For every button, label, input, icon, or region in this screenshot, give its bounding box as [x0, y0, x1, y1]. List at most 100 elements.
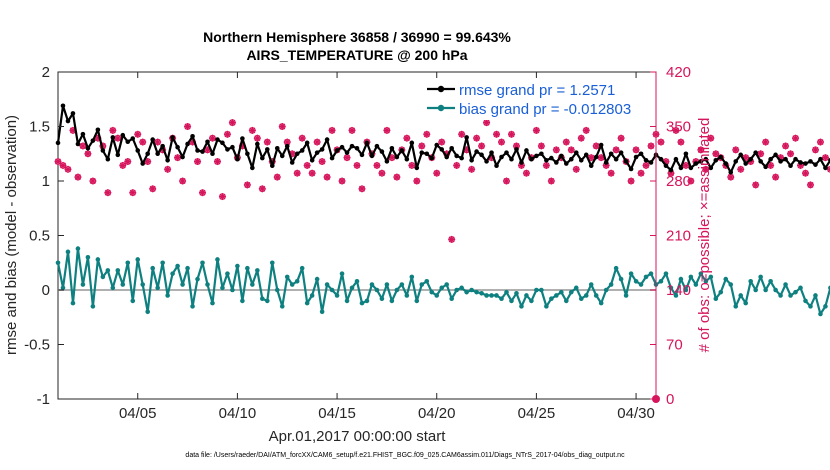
obs-point-stroke	[329, 127, 336, 134]
y2-tick-label: 0	[666, 391, 674, 408]
obs-point	[383, 126, 391, 134]
obs-point-ring	[298, 134, 306, 142]
rmse-point	[155, 151, 160, 157]
obs-point-ring	[403, 134, 411, 142]
obs-point	[308, 169, 316, 177]
bias-point	[643, 274, 649, 280]
bias-point	[743, 300, 748, 306]
rmse-point	[534, 153, 539, 159]
rmse-point	[484, 159, 489, 164]
obs-point-stroke	[458, 131, 465, 138]
rmse-point	[618, 150, 624, 155]
bias-point	[688, 274, 694, 280]
obs-point	[218, 193, 226, 201]
rmse-point	[608, 151, 614, 157]
obs-point-ring	[278, 123, 286, 130]
obs-point-stroke	[483, 119, 490, 126]
obs-point-stroke	[339, 178, 346, 184]
obs-point-stroke	[543, 162, 550, 169]
obs-point-stroke	[792, 135, 799, 142]
y2-tick-label: 70	[666, 337, 683, 354]
rmse-point	[289, 160, 295, 165]
obs-point-stroke	[822, 154, 829, 161]
bias-point	[100, 274, 106, 280]
obs-point	[278, 123, 286, 130]
rmse-point	[723, 161, 729, 166]
rmse-point	[783, 156, 788, 162]
rmse-point	[778, 159, 783, 164]
bias-point	[85, 254, 91, 260]
obs-point	[737, 165, 745, 173]
bias-point	[678, 276, 684, 282]
obs-point-ring	[493, 130, 500, 138]
rmse-point	[95, 127, 101, 133]
rmse-point	[808, 159, 813, 164]
obs-point-ring	[129, 189, 137, 196]
bias-point	[269, 260, 275, 266]
obs-point	[782, 142, 790, 150]
obs-point-stroke	[478, 142, 485, 149]
rmse-point	[255, 141, 260, 147]
bias-point	[469, 287, 474, 293]
x-tick-label: 04/15	[318, 405, 356, 422]
obs-point-stroke	[548, 178, 555, 184]
obs-point-ring	[378, 169, 386, 177]
obs-point-ring	[498, 138, 505, 146]
obs-point-stroke	[438, 139, 445, 146]
obs-point-stroke	[324, 174, 331, 181]
bias-point	[260, 296, 265, 302]
obs-point-stroke	[184, 123, 191, 130]
rmse-point	[593, 154, 599, 160]
obs-point-ring	[782, 142, 789, 150]
bias-point	[110, 285, 116, 291]
obs-point-stroke	[144, 158, 151, 165]
rmse-point	[803, 161, 808, 166]
obs-point-ring	[567, 146, 575, 154]
obs-point	[104, 189, 112, 197]
obs-point-ring	[244, 181, 251, 189]
bias-point	[354, 278, 360, 284]
bias-point	[698, 271, 704, 276]
obs-point-ring	[712, 150, 720, 158]
bias-point	[668, 285, 674, 291]
rmse-point	[683, 151, 689, 157]
obs-point-ring	[508, 130, 515, 138]
rmse-point	[469, 157, 474, 163]
bias-point	[314, 276, 320, 282]
obs-point	[149, 185, 157, 193]
obs-point-stroke	[677, 139, 684, 146]
obs-point	[164, 165, 172, 173]
obs-point-ring	[737, 166, 745, 173]
obs-point-ring	[448, 236, 455, 243]
rmse-point	[319, 147, 325, 152]
obs-point	[612, 146, 620, 154]
obs-point	[498, 138, 506, 146]
rmse-point	[788, 163, 793, 169]
bias-point	[588, 282, 594, 287]
bias-point	[220, 285, 225, 291]
obs-point-stroke	[418, 142, 425, 149]
rmse-point	[459, 155, 464, 161]
rmse-point	[818, 156, 823, 162]
obs-point-stroke	[697, 146, 704, 153]
rmse-point	[409, 140, 415, 146]
rmse-point	[823, 165, 828, 171]
obs-point	[74, 173, 82, 181]
rmse-point	[294, 151, 300, 157]
obs-point-ring	[582, 127, 590, 134]
rmse-point	[230, 144, 235, 150]
rmse-point	[215, 137, 220, 142]
rmse-point	[424, 151, 430, 157]
bias-point	[75, 246, 81, 251]
obs-point	[582, 126, 590, 134]
obs-point-ring	[677, 138, 685, 146]
rmse-point	[499, 154, 504, 160]
rmse-point	[748, 156, 753, 162]
rmse-point	[304, 140, 310, 146]
obs-point-stroke	[254, 135, 261, 142]
obs-point	[647, 142, 655, 150]
rmse-point	[504, 150, 509, 155]
obs-point-stroke	[129, 189, 136, 196]
rmse-point	[539, 151, 544, 157]
rmse-point	[324, 137, 330, 142]
